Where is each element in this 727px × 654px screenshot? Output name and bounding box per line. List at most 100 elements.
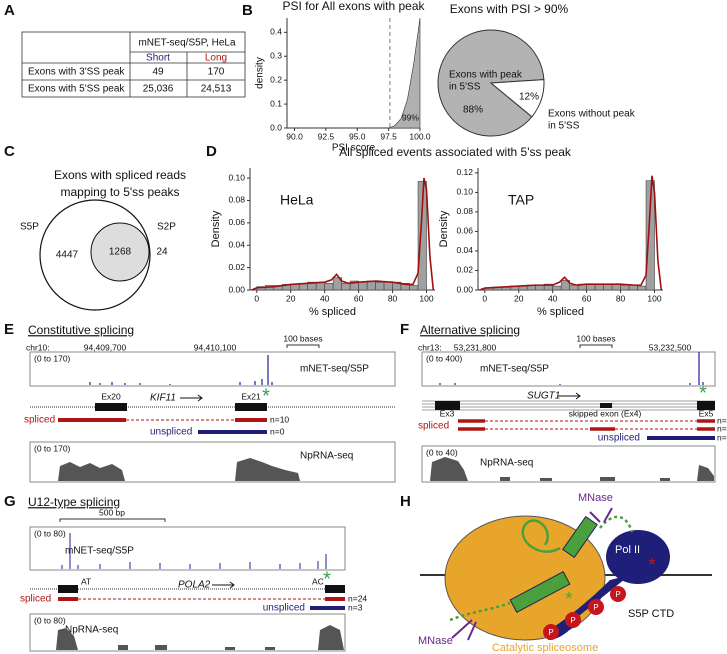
track-name: mNET-seq/S5P bbox=[300, 364, 369, 375]
mnase: MNase bbox=[578, 492, 613, 504]
count: 24 bbox=[156, 247, 168, 258]
coord: 94,410,100 bbox=[194, 342, 237, 352]
coord: 53,232,500 bbox=[649, 342, 692, 352]
track-name: mNET-seq/S5P bbox=[65, 546, 134, 557]
exon bbox=[435, 401, 460, 410]
panel-label: H bbox=[400, 493, 411, 510]
y-tick-label: 0.00 bbox=[456, 284, 473, 294]
y-tick-label: 0.2 bbox=[270, 74, 282, 84]
y-tick-label: 0.08 bbox=[228, 195, 245, 205]
exon bbox=[235, 403, 267, 411]
track-box bbox=[421, 351, 716, 387]
x-tick-label: 80 bbox=[616, 293, 626, 303]
pol-label: Pol II bbox=[615, 544, 640, 556]
annotation: 99% bbox=[402, 112, 419, 122]
panel-title: All spliced events associated with 5'ss … bbox=[339, 145, 572, 159]
splice-site: AC bbox=[312, 576, 324, 586]
track-box bbox=[29, 351, 396, 387]
y-tick-label: 0.04 bbox=[228, 239, 245, 249]
bar bbox=[611, 283, 621, 291]
exon bbox=[95, 403, 127, 411]
x-label: % spliced bbox=[309, 306, 356, 318]
set-label: S5P bbox=[20, 222, 39, 233]
read-label: spliced bbox=[24, 415, 55, 426]
scale-label: 500 bp bbox=[99, 507, 125, 517]
bar bbox=[586, 283, 596, 291]
value-label: 88% bbox=[463, 105, 483, 116]
bar bbox=[409, 285, 419, 291]
pol-ii bbox=[606, 530, 670, 584]
panel-label: F bbox=[400, 321, 409, 338]
read-label: unspliced bbox=[598, 433, 640, 444]
chart-title: mapping to 5'ss peaks bbox=[60, 185, 179, 199]
y-tick-label: 0.08 bbox=[456, 206, 473, 216]
y-tick-label: 0.4 bbox=[270, 27, 282, 37]
bar bbox=[375, 281, 385, 291]
read-label: unspliced bbox=[263, 603, 305, 614]
signal bbox=[439, 352, 704, 385]
gene-name: POLA2 bbox=[178, 580, 211, 591]
chrom: chr10: bbox=[26, 342, 50, 352]
exon bbox=[325, 585, 345, 593]
gene-line bbox=[422, 400, 715, 411]
ctd-label: S5P CTD bbox=[628, 608, 674, 620]
junction bbox=[485, 420, 697, 430]
y-tick-label: 0.04 bbox=[456, 245, 473, 255]
bar bbox=[594, 283, 604, 291]
exon bbox=[509, 571, 571, 613]
scale-bar bbox=[579, 344, 613, 348]
bar bbox=[552, 285, 562, 291]
chart-title: Exons with PSI > 90% bbox=[450, 2, 569, 16]
x-tick-label: 90.0 bbox=[286, 131, 303, 141]
column-header: Short bbox=[146, 53, 170, 64]
panel-g: U12-type splicing 500 bp (0 to 80) mNET-… bbox=[20, 495, 367, 652]
bar bbox=[637, 285, 647, 291]
y-tick-label: 0.3 bbox=[270, 51, 282, 61]
scale-bar bbox=[286, 344, 320, 348]
cell: 24,513 bbox=[201, 84, 232, 95]
slice-label: in 5'SS bbox=[548, 121, 580, 132]
scale-label: 100 bases bbox=[283, 333, 322, 343]
star: * bbox=[699, 382, 707, 404]
x-tick-label: 100 bbox=[419, 293, 433, 303]
row-label: Exons with 3'SS peak bbox=[28, 67, 125, 78]
x-tick-label: 92.5 bbox=[318, 131, 335, 141]
panel-label: B bbox=[242, 2, 253, 19]
gene-name: SUGT1 bbox=[527, 391, 560, 402]
track-range: (0 to 80) bbox=[34, 615, 66, 625]
x-tick-label: 80 bbox=[388, 293, 398, 303]
y-tick-label: 0.0 bbox=[270, 122, 282, 132]
splice-site: AT bbox=[81, 576, 91, 586]
coverage bbox=[430, 457, 714, 481]
x-tick-label: 60 bbox=[354, 293, 364, 303]
track-range: (0 to 40) bbox=[426, 447, 458, 457]
read-label: spliced bbox=[418, 421, 449, 432]
chart-title: HeLa bbox=[280, 192, 314, 208]
exon bbox=[697, 401, 715, 410]
read-label: unspliced bbox=[150, 427, 192, 438]
phospho-label: P bbox=[570, 616, 575, 625]
panel-labels: A B C D E F G H bbox=[4, 2, 411, 510]
mnase: MNase bbox=[418, 635, 453, 647]
x-tick-label: 95.0 bbox=[349, 131, 366, 141]
bar bbox=[620, 284, 630, 291]
y-tick-label: 0.1 bbox=[270, 98, 282, 108]
coord: 94,409,700 bbox=[84, 342, 127, 352]
set-label: S2P bbox=[157, 222, 176, 233]
slice-label: Exons without peak bbox=[548, 109, 636, 120]
panel-label: A bbox=[4, 2, 15, 19]
track-range: (0 to 80) bbox=[34, 528, 66, 538]
scale-label: 100 bases bbox=[576, 333, 615, 343]
intron-loop bbox=[521, 519, 561, 553]
exon bbox=[600, 403, 612, 408]
y-label: Density bbox=[210, 210, 222, 247]
chart-title: PSI for All exons with peak bbox=[282, 0, 425, 13]
panel-h: P P P P MNase MNase Pol II S5P CTD Catal… bbox=[418, 492, 712, 654]
y-label: density bbox=[255, 57, 266, 89]
phospho bbox=[543, 624, 559, 640]
y-tick-label: 0.02 bbox=[456, 265, 473, 275]
read-label: spliced bbox=[20, 594, 51, 605]
cell: 25,036 bbox=[143, 84, 174, 95]
track-box bbox=[421, 445, 716, 483]
